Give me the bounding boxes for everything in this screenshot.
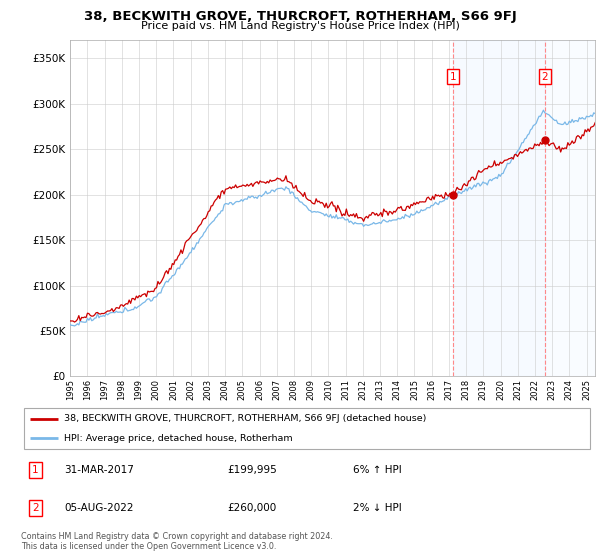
Text: £260,000: £260,000 [227,503,277,513]
Text: Price paid vs. HM Land Registry's House Price Index (HPI): Price paid vs. HM Land Registry's House … [140,21,460,31]
Text: 6% ↑ HPI: 6% ↑ HPI [353,465,402,475]
Text: 05-AUG-2022: 05-AUG-2022 [64,503,133,513]
Text: 2: 2 [32,503,38,513]
Text: 1: 1 [450,72,457,82]
Text: 1: 1 [32,465,38,475]
Text: 38, BECKWITH GROVE, THURCROFT, ROTHERHAM, S66 9FJ: 38, BECKWITH GROVE, THURCROFT, ROTHERHAM… [83,10,517,23]
Bar [453,40,545,376]
Bar [545,40,595,376]
Text: 2% ↓ HPI: 2% ↓ HPI [353,503,402,513]
FancyBboxPatch shape [24,408,590,449]
Text: HPI: Average price, detached house, Rotherham: HPI: Average price, detached house, Roth… [64,434,293,443]
Text: 2: 2 [542,72,548,82]
Text: 38, BECKWITH GROVE, THURCROFT, ROTHERHAM, S66 9FJ (detached house): 38, BECKWITH GROVE, THURCROFT, ROTHERHAM… [64,414,427,423]
Text: 31-MAR-2017: 31-MAR-2017 [64,465,134,475]
Text: £199,995: £199,995 [227,465,277,475]
Text: Contains HM Land Registry data © Crown copyright and database right 2024.
This d: Contains HM Land Registry data © Crown c… [21,532,333,552]
